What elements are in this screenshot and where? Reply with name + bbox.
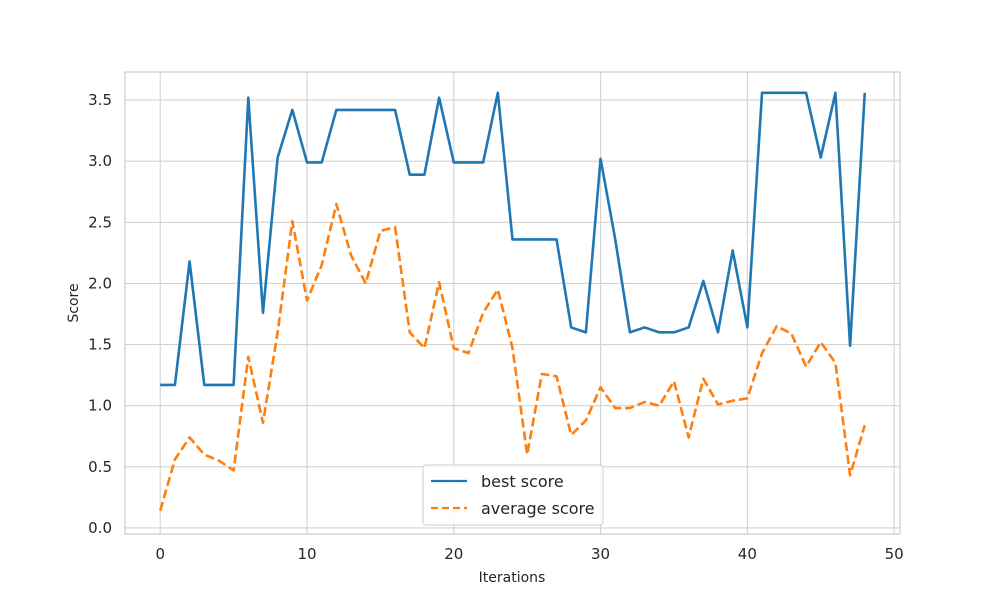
series-lines: [158, 91, 867, 512]
y-axis-label: Score: [66, 283, 82, 322]
y-tick-label: 1.0: [88, 397, 112, 415]
legend-label-average-score: average score: [481, 499, 595, 518]
x-tick-label: 30: [591, 545, 610, 563]
series-line-best-score: [160, 91, 867, 387]
x-tick-label: 40: [738, 545, 757, 563]
legend: best score average score: [422, 464, 604, 526]
x-tick-label: 20: [444, 545, 463, 563]
x-tick-label: 0: [155, 545, 165, 563]
y-tick-label: 0.0: [88, 519, 112, 537]
legend-label-best-score: best score: [481, 472, 564, 491]
grid: [125, 72, 900, 534]
y-tick-label: 3.0: [88, 152, 112, 170]
y-tick-label: 3.5: [88, 91, 112, 109]
y-tick-label: 2.0: [88, 274, 112, 292]
x-tick-label: 10: [297, 545, 316, 563]
y-tick-label: 0.5: [88, 458, 112, 476]
y-tick-label: 1.5: [88, 336, 112, 354]
x-tick-label: 50: [885, 545, 904, 563]
plot-frame: [124, 71, 901, 535]
legend-box: [422, 464, 604, 526]
series-line-average-score: [158, 202, 867, 512]
tick-labels: 0 10 20 30 40 50 0.0 0.5 1.0 1.5 2.0 2.5 3.0 3.5: [88, 91, 904, 563]
y-tick-label: 2.5: [88, 213, 112, 231]
x-axis-label: Iterations: [479, 570, 546, 586]
